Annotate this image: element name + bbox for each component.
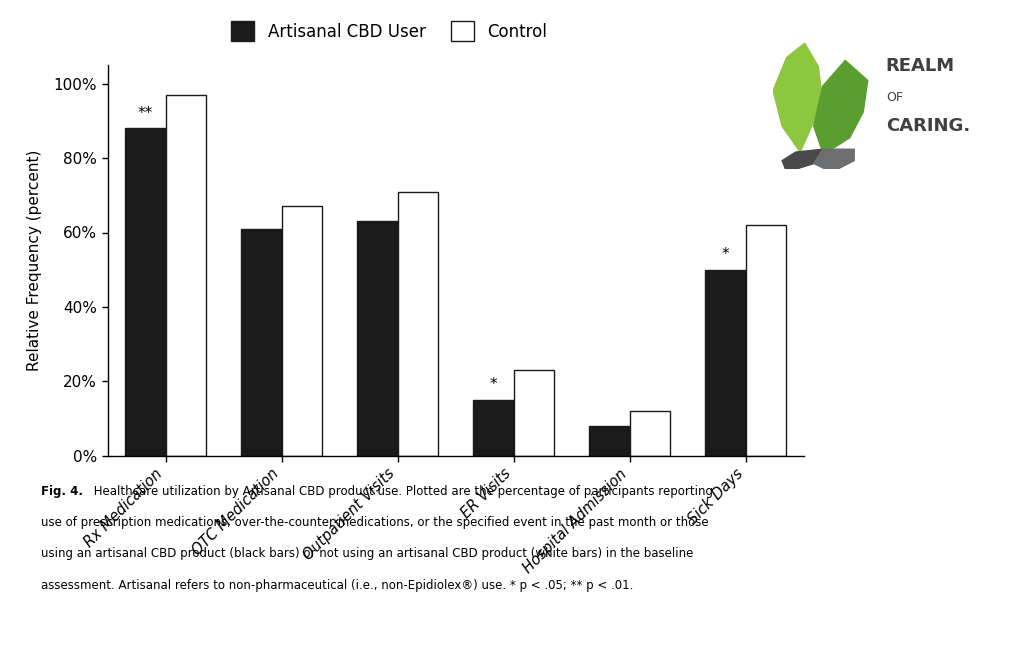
Text: CARING.: CARING. xyxy=(886,117,970,135)
Bar xyxy=(357,221,397,456)
Text: *: * xyxy=(722,247,729,262)
Text: using an artisanal CBD product (black bars) or not using an artisanal CBD produc: using an artisanal CBD product (black ba… xyxy=(41,547,693,561)
Bar xyxy=(514,370,554,456)
Bar xyxy=(589,426,630,456)
Text: use of prescription medications, over-the-counter medications, or the specified : use of prescription medications, over-th… xyxy=(41,516,709,529)
Text: assessment. Artisanal refers to non-pharmaceutical (i.e., non-Epidiolex®) use. *: assessment. Artisanal refers to non-phar… xyxy=(41,579,633,592)
Text: Healthcare utilization by Artisanal CBD product use. Plotted are the percentage : Healthcare utilization by Artisanal CBD … xyxy=(90,485,713,498)
Text: REALM: REALM xyxy=(886,57,955,75)
Legend: Artisanal CBD User, Control: Artisanal CBD User, Control xyxy=(231,21,547,40)
Bar xyxy=(630,411,671,456)
Text: Fig. 4.: Fig. 4. xyxy=(41,485,83,498)
Bar xyxy=(241,229,282,456)
Polygon shape xyxy=(782,149,822,172)
Bar xyxy=(282,206,323,456)
Polygon shape xyxy=(773,43,822,152)
Bar xyxy=(166,95,206,456)
Text: **: ** xyxy=(137,106,153,121)
Bar xyxy=(706,270,745,456)
Bar xyxy=(473,400,514,456)
Text: OF: OF xyxy=(886,91,903,104)
Polygon shape xyxy=(814,149,854,172)
Bar xyxy=(125,128,166,456)
Text: *: * xyxy=(489,378,498,393)
Polygon shape xyxy=(814,61,867,152)
Y-axis label: Relative Frequency (percent): Relative Frequency (percent) xyxy=(28,150,42,371)
Bar xyxy=(397,191,438,456)
Bar xyxy=(745,225,786,456)
